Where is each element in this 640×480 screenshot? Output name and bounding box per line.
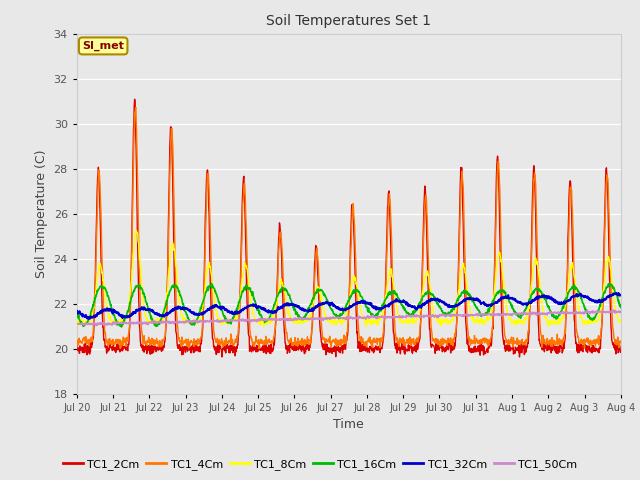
TC1_8Cm [434,320,442,325]
TC1_16Cm [181,309,189,314]
TC1_8Cm [181,317,189,323]
TC1_8Cm [195,318,202,324]
Line: TC1_16Cm: TC1_16Cm [77,284,621,327]
TC1_2Cm [195,345,202,351]
TC1_16Cm [605,281,613,287]
TC1_50Cm [434,312,442,318]
TC1_2Cm [255,343,263,349]
TC1_4Cm [434,341,442,347]
TC1_16Cm [118,324,125,330]
TC1_32Cm [73,308,81,314]
TC1_8Cm [553,320,561,325]
TC1_4Cm [73,345,81,351]
TC1_16Cm [255,311,263,317]
TC1_16Cm [73,309,81,315]
TC1_4Cm [132,105,140,110]
X-axis label: Time: Time [333,418,364,431]
Line: TC1_8Cm: TC1_8Cm [77,230,621,327]
TC1_4Cm [505,337,513,343]
TC1_32Cm [86,316,93,322]
TC1_50Cm [553,310,561,315]
TC1_32Cm [553,299,561,304]
TC1_4Cm [181,338,189,344]
TC1_4Cm [255,346,263,351]
TC1_2Cm [434,347,442,353]
TC1_8Cm [260,324,268,330]
TC1_50Cm [195,319,202,324]
TC1_2Cm [505,348,513,354]
TC1_32Cm [255,304,263,310]
TC1_2Cm [131,96,138,102]
TC1_32Cm [434,296,442,301]
TC1_16Cm [617,305,625,311]
Line: TC1_32Cm: TC1_32Cm [77,293,621,319]
Y-axis label: Soil Temperature (C): Soil Temperature (C) [35,149,48,278]
TC1_50Cm [610,307,618,313]
TC1_50Cm [617,310,625,315]
TC1_4Cm [195,338,202,344]
TC1_32Cm [195,312,202,318]
TC1_16Cm [434,300,442,306]
TC1_8Cm [255,319,263,324]
TC1_2Cm [553,350,561,356]
Line: TC1_4Cm: TC1_4Cm [77,108,621,348]
TC1_16Cm [553,313,561,319]
TC1_50Cm [505,312,513,317]
TC1_50Cm [73,321,81,327]
TC1_50Cm [255,317,263,323]
TC1_32Cm [614,290,622,296]
TC1_32Cm [617,292,625,298]
TC1_2Cm [617,348,625,354]
Legend: TC1_2Cm, TC1_4Cm, TC1_8Cm, TC1_16Cm, TC1_32Cm, TC1_50Cm: TC1_2Cm, TC1_4Cm, TC1_8Cm, TC1_16Cm, TC1… [58,455,582,474]
TC1_50Cm [181,320,189,326]
TC1_8Cm [132,228,140,233]
TC1_2Cm [181,345,189,350]
TC1_16Cm [195,314,202,320]
TC1_4Cm [617,340,625,346]
TC1_8Cm [505,315,513,321]
TC1_8Cm [73,315,81,321]
Line: TC1_50Cm: TC1_50Cm [77,310,621,325]
TC1_2Cm [218,354,226,360]
TC1_32Cm [181,305,189,311]
Line: TC1_2Cm: TC1_2Cm [77,99,621,357]
TC1_50Cm [92,323,100,328]
TC1_2Cm [73,341,81,347]
TC1_4Cm [553,338,561,344]
Title: Soil Temperatures Set 1: Soil Temperatures Set 1 [266,14,431,28]
TC1_8Cm [617,317,625,323]
TC1_16Cm [505,296,513,302]
TC1_4Cm [255,339,263,345]
TC1_32Cm [505,294,513,300]
Text: SI_met: SI_met [82,41,124,51]
